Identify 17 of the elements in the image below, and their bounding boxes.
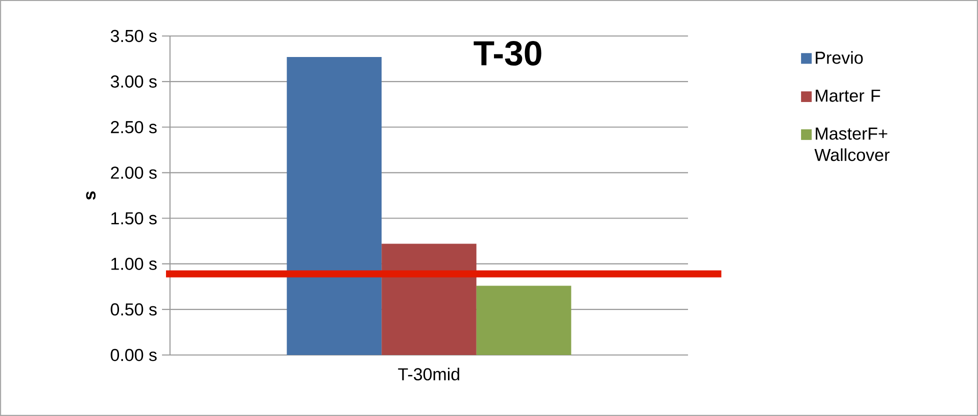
y-tick-label: 1.50 s [111,212,157,224]
bar [382,244,476,355]
bar [476,286,572,355]
legend-label: MasterF+ Wallcover [814,128,890,162]
y-tick-label: 3.50 s [110,30,157,42]
legend-label: Previo [816,51,863,64]
chart-title: T-30 [474,41,542,66]
y-tick-label: 3.00 s [110,75,157,88]
y-axis-title: s [86,191,96,200]
bar [286,56,382,355]
y-tick-label: 2.00 s [110,166,157,179]
y-tick-label: 2.50 s [110,120,157,134]
x-tick-label: T-30mid [398,368,460,380]
y-tick-label: 1.00 s [111,258,157,270]
y-tick-label: 0.00 s [110,348,157,362]
legend-label: Marter F [816,90,880,102]
y-tick-label: 0.50 s [110,303,157,316]
